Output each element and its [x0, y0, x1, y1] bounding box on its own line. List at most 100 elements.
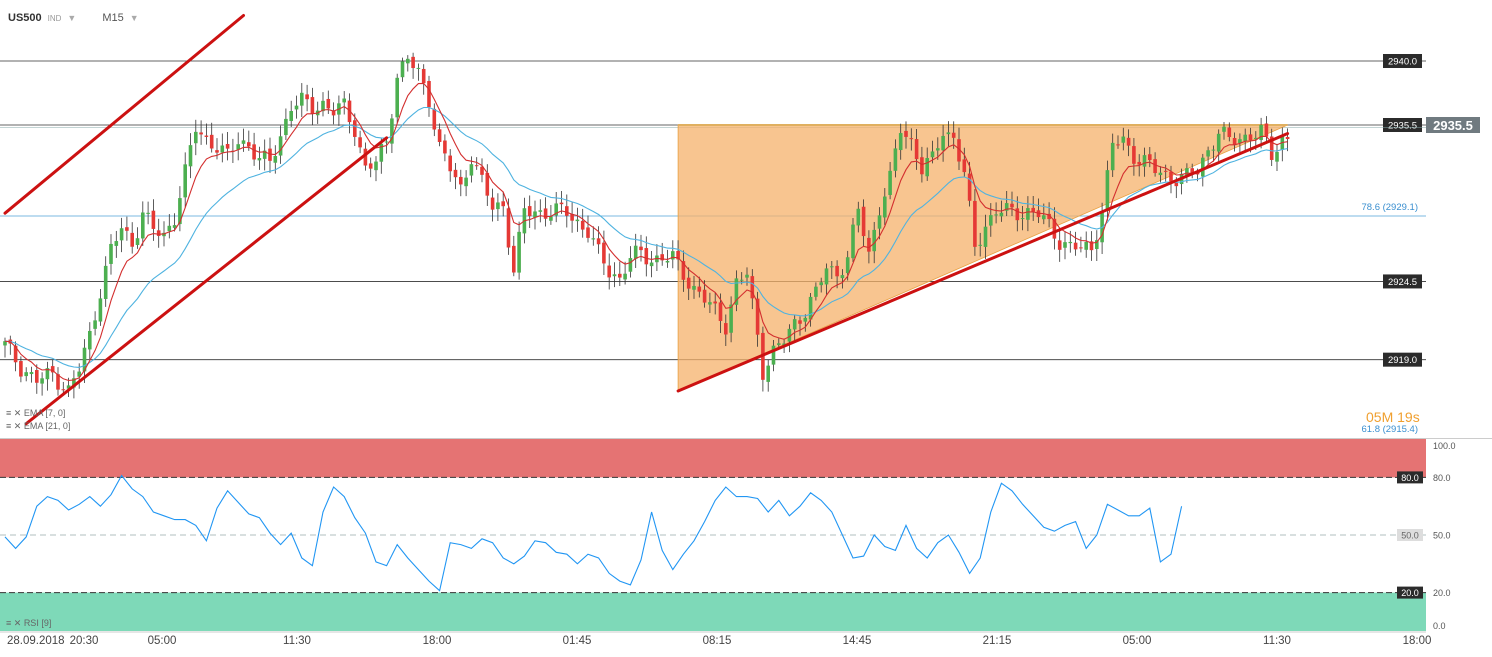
- candle-bear[interactable]: [204, 123, 209, 145]
- candle-bull[interactable]: [29, 366, 34, 383]
- candle-bull[interactable]: [1158, 166, 1163, 183]
- candle-bull[interactable]: [1121, 127, 1126, 151]
- candle-bear[interactable]: [56, 367, 60, 396]
- candle-bear[interactable]: [453, 163, 458, 190]
- indicator-menu-icon[interactable]: ≡ ✕: [6, 618, 22, 628]
- candle-bear[interactable]: [411, 52, 415, 79]
- candle-bull[interactable]: [236, 132, 240, 161]
- candle-bull[interactable]: [167, 214, 172, 239]
- candle-bull[interactable]: [877, 207, 882, 240]
- candle-bear[interactable]: [570, 202, 574, 233]
- candle-bear[interactable]: [368, 157, 373, 178]
- ema-fast-line[interactable]: [4, 82, 1288, 382]
- candle-bull[interactable]: [575, 207, 580, 232]
- candle-bear[interactable]: [1227, 122, 1232, 142]
- trendline[interactable]: [676, 132, 1290, 393]
- candle-bull[interactable]: [135, 227, 140, 249]
- candle-bull[interactable]: [819, 277, 823, 293]
- candle-bull[interactable]: [649, 251, 654, 278]
- candle-bear[interactable]: [543, 197, 548, 227]
- candle-bull[interactable]: [936, 137, 940, 160]
- candle-bull[interactable]: [787, 324, 792, 353]
- candle-bull[interactable]: [851, 217, 855, 262]
- candle-bull[interactable]: [390, 113, 394, 153]
- candle-bull[interactable]: [262, 139, 267, 171]
- candle-bull[interactable]: [941, 124, 945, 162]
- candle-bull[interactable]: [925, 147, 929, 181]
- candle-bear[interactable]: [459, 169, 463, 197]
- candle-bear[interactable]: [798, 316, 802, 336]
- candle-bear[interactable]: [1073, 231, 1078, 256]
- candle-bear[interactable]: [1089, 231, 1094, 261]
- candle-bull[interactable]: [141, 201, 145, 246]
- candle-bull[interactable]: [3, 337, 7, 358]
- candle-bull[interactable]: [1020, 206, 1025, 231]
- candle-bear[interactable]: [512, 235, 516, 277]
- candle-bear[interactable]: [19, 356, 23, 383]
- rsi-legend[interactable]: ≡ ✕ RSI [9]: [6, 618, 51, 629]
- candle-bull[interactable]: [803, 314, 808, 332]
- candle-bear[interactable]: [697, 276, 702, 298]
- candle-bear[interactable]: [268, 137, 272, 173]
- candle-bull[interactable]: [172, 213, 177, 232]
- candle-bull[interactable]: [1110, 133, 1115, 177]
- candle-bull[interactable]: [1142, 147, 1147, 177]
- candle-bear[interactable]: [1232, 132, 1237, 152]
- candle-bear[interactable]: [363, 142, 368, 171]
- candle-bull[interactable]: [840, 269, 845, 289]
- candle-bull[interactable]: [273, 145, 278, 174]
- candle-bear[interactable]: [353, 113, 357, 146]
- candle-bull[interactable]: [554, 191, 558, 223]
- candle-bull[interactable]: [88, 322, 92, 359]
- candle-bull[interactable]: [103, 256, 108, 307]
- candle-bull[interactable]: [469, 156, 474, 183]
- candle-bear[interactable]: [639, 234, 643, 262]
- candle-bear[interactable]: [1190, 163, 1194, 179]
- candle-bear[interactable]: [559, 191, 564, 214]
- candle-bull[interactable]: [814, 282, 818, 301]
- symbol-dropdown-icon[interactable]: ▼: [67, 13, 77, 23]
- candle-bull[interactable]: [1211, 145, 1216, 162]
- candle-bear[interactable]: [686, 267, 691, 300]
- indicator-menu-icon[interactable]: ≡ ✕: [6, 421, 22, 431]
- rsi-line[interactable]: [4, 474, 1183, 592]
- candle-bull[interactable]: [1063, 230, 1067, 260]
- candle-bull[interactable]: [824, 263, 829, 295]
- candle-bull[interactable]: [1004, 190, 1009, 217]
- candle-bull[interactable]: [671, 240, 675, 269]
- candle-bull[interactable]: [284, 108, 288, 140]
- candle-bull[interactable]: [533, 200, 537, 230]
- candle-bull[interactable]: [109, 234, 113, 275]
- candle-bull[interactable]: [400, 57, 405, 82]
- candle-bear[interactable]: [443, 134, 447, 162]
- candle-bear[interactable]: [967, 161, 972, 207]
- candle-bear[interactable]: [35, 364, 39, 394]
- candle-bear[interactable]: [586, 215, 590, 243]
- ema-slow-line[interactable]: [4, 106, 1288, 368]
- candle-bear[interactable]: [1052, 207, 1057, 250]
- candle-bull[interactable]: [708, 292, 712, 314]
- candle-bear[interactable]: [755, 291, 760, 347]
- candle-bull[interactable]: [93, 311, 97, 336]
- candle-bull[interactable]: [114, 230, 119, 258]
- candle-bull[interactable]: [1243, 128, 1247, 153]
- candle-bear[interactable]: [676, 240, 680, 271]
- candle-bull[interactable]: [1216, 129, 1221, 163]
- candle-bull[interactable]: [538, 199, 543, 223]
- candle-bull[interactable]: [464, 170, 468, 197]
- candle-bull[interactable]: [183, 152, 187, 208]
- candle-bear[interactable]: [130, 222, 134, 254]
- candle-bear[interactable]: [490, 188, 495, 222]
- candle-bull[interactable]: [257, 146, 262, 170]
- ema-slow-legend[interactable]: ≡ ✕ EMA [21, 0]: [6, 421, 70, 432]
- candle-bear[interactable]: [151, 199, 156, 241]
- candle-bear[interactable]: [209, 122, 214, 153]
- candle-bull[interactable]: [294, 95, 299, 119]
- indicator-menu-icon[interactable]: ≡ ✕: [6, 408, 22, 418]
- candle-bear[interactable]: [156, 218, 161, 248]
- candle-bull[interactable]: [623, 261, 627, 285]
- candle-bull[interactable]: [612, 262, 617, 288]
- candle-bull[interactable]: [517, 221, 521, 280]
- candle-bear[interactable]: [331, 102, 336, 125]
- candle-bull[interactable]: [994, 202, 998, 224]
